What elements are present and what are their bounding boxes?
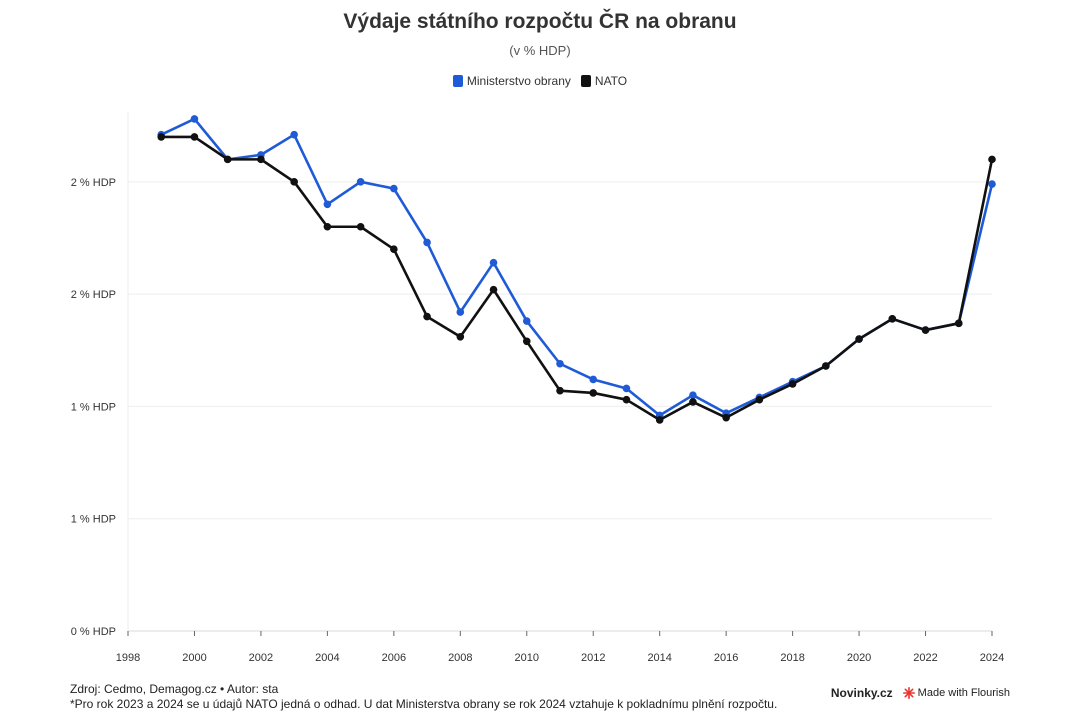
data-point-ministerstvo	[356, 178, 365, 186]
legend-item-ministerstvo[interactable]: Ministerstvo obrany	[452, 74, 571, 88]
data-point-nato	[622, 395, 631, 404]
branding: Novinky.cz Made with Flourish	[831, 686, 1010, 700]
series-line-nato	[159, 135, 994, 422]
data-point-nato	[290, 178, 298, 186]
data-point-ministerstvo	[423, 238, 431, 247]
chart-legend: Ministerstvo obrany NATO	[0, 74, 1080, 88]
data-point-nato	[988, 155, 996, 164]
x-tick-label: 2018	[780, 652, 804, 664]
data-point-nato	[257, 155, 265, 164]
data-point-ministerstvo	[390, 184, 398, 193]
flourish-credit[interactable]: Made with Flourish	[902, 687, 1010, 699]
data-point-nato	[755, 395, 764, 404]
x-tick-label: 2024	[980, 652, 1004, 664]
x-tick-label: 2002	[249, 652, 273, 664]
data-point-nato	[456, 332, 465, 341]
y-tick-label: 1 % HDP	[71, 514, 116, 526]
data-point-nato	[522, 337, 531, 346]
data-point-nato	[822, 362, 830, 370]
flourish-burst-icon	[902, 687, 915, 699]
data-point-ministerstvo	[456, 308, 465, 316]
data-point-ministerstvo	[689, 391, 697, 399]
data-point-nato	[423, 312, 431, 321]
series-line-ministerstvo	[159, 117, 994, 417]
data-point-nato	[157, 133, 166, 141]
data-point-ministerstvo	[190, 115, 199, 123]
legend-swatch-ministerstvo	[452, 75, 463, 87]
novinky-logo[interactable]: Novinky.cz	[830, 686, 893, 700]
y-tick-label: 0 % HDP	[71, 626, 116, 638]
data-point-ministerstvo	[589, 375, 598, 384]
x-tick-label: 2006	[382, 652, 406, 664]
data-point-nato	[356, 222, 365, 231]
note-text: *Pro rok 2023 a 2024 se u údajů NATO jed…	[70, 697, 778, 711]
x-tick-label: 2010	[515, 652, 539, 664]
data-point-ministerstvo	[290, 130, 298, 139]
data-point-nato	[589, 389, 598, 397]
data-point-nato	[954, 319, 963, 328]
flourish-label: Made with Flourish	[917, 687, 1010, 699]
data-point-nato	[921, 326, 930, 334]
data-point-nato	[689, 398, 697, 406]
x-tick-label: 2020	[847, 652, 871, 664]
data-point-ministerstvo	[988, 180, 996, 188]
legend-label-ministerstvo: Ministerstvo obrany	[466, 74, 571, 88]
x-tick-label: 2008	[448, 652, 472, 664]
data-point-nato	[722, 413, 730, 422]
data-point-nato	[855, 335, 863, 343]
x-tick-label: 2000	[182, 652, 206, 664]
data-point-nato	[323, 222, 332, 231]
legend-swatch-nato	[580, 75, 591, 87]
data-point-ministerstvo	[556, 359, 564, 368]
data-point-nato	[223, 155, 232, 164]
data-point-nato	[788, 380, 797, 388]
x-tick-label: 1998	[116, 652, 140, 664]
data-point-nato	[888, 315, 897, 323]
y-tick-label: 2 % HDP	[71, 177, 116, 189]
data-point-ministerstvo	[522, 317, 531, 325]
x-tick-label: 2016	[714, 652, 738, 664]
x-tick-label: 2012	[581, 652, 605, 664]
data-point-nato	[390, 245, 398, 254]
data-point-nato	[190, 133, 199, 141]
chart-footer: Zdroj: Cedmo, Demagog.cz • Autor: sta *P…	[70, 682, 777, 712]
data-point-ministerstvo	[489, 258, 498, 267]
y-tick-label: 1 % HDP	[71, 401, 116, 413]
data-point-nato	[655, 416, 664, 424]
y-tick-label: 2 % HDP	[71, 289, 116, 301]
legend-label-nato: NATO	[594, 74, 628, 88]
data-point-ministerstvo	[323, 200, 332, 209]
source-text: Zdroj: Cedmo, Demagog.cz • Autor: sta	[70, 682, 279, 696]
data-point-nato	[556, 386, 564, 395]
chart-subtitle: (v % HDP)	[509, 43, 571, 58]
chart-title: Výdaje státního rozpočtu ČR na obranu	[343, 10, 737, 33]
data-point-nato	[489, 285, 498, 294]
x-tick-label: 2014	[647, 652, 671, 664]
data-point-ministerstvo	[622, 384, 631, 393]
legend-item-nato[interactable]: NATO	[580, 74, 628, 88]
x-tick-label: 2004	[315, 652, 339, 664]
x-tick-label: 2022	[913, 652, 937, 664]
